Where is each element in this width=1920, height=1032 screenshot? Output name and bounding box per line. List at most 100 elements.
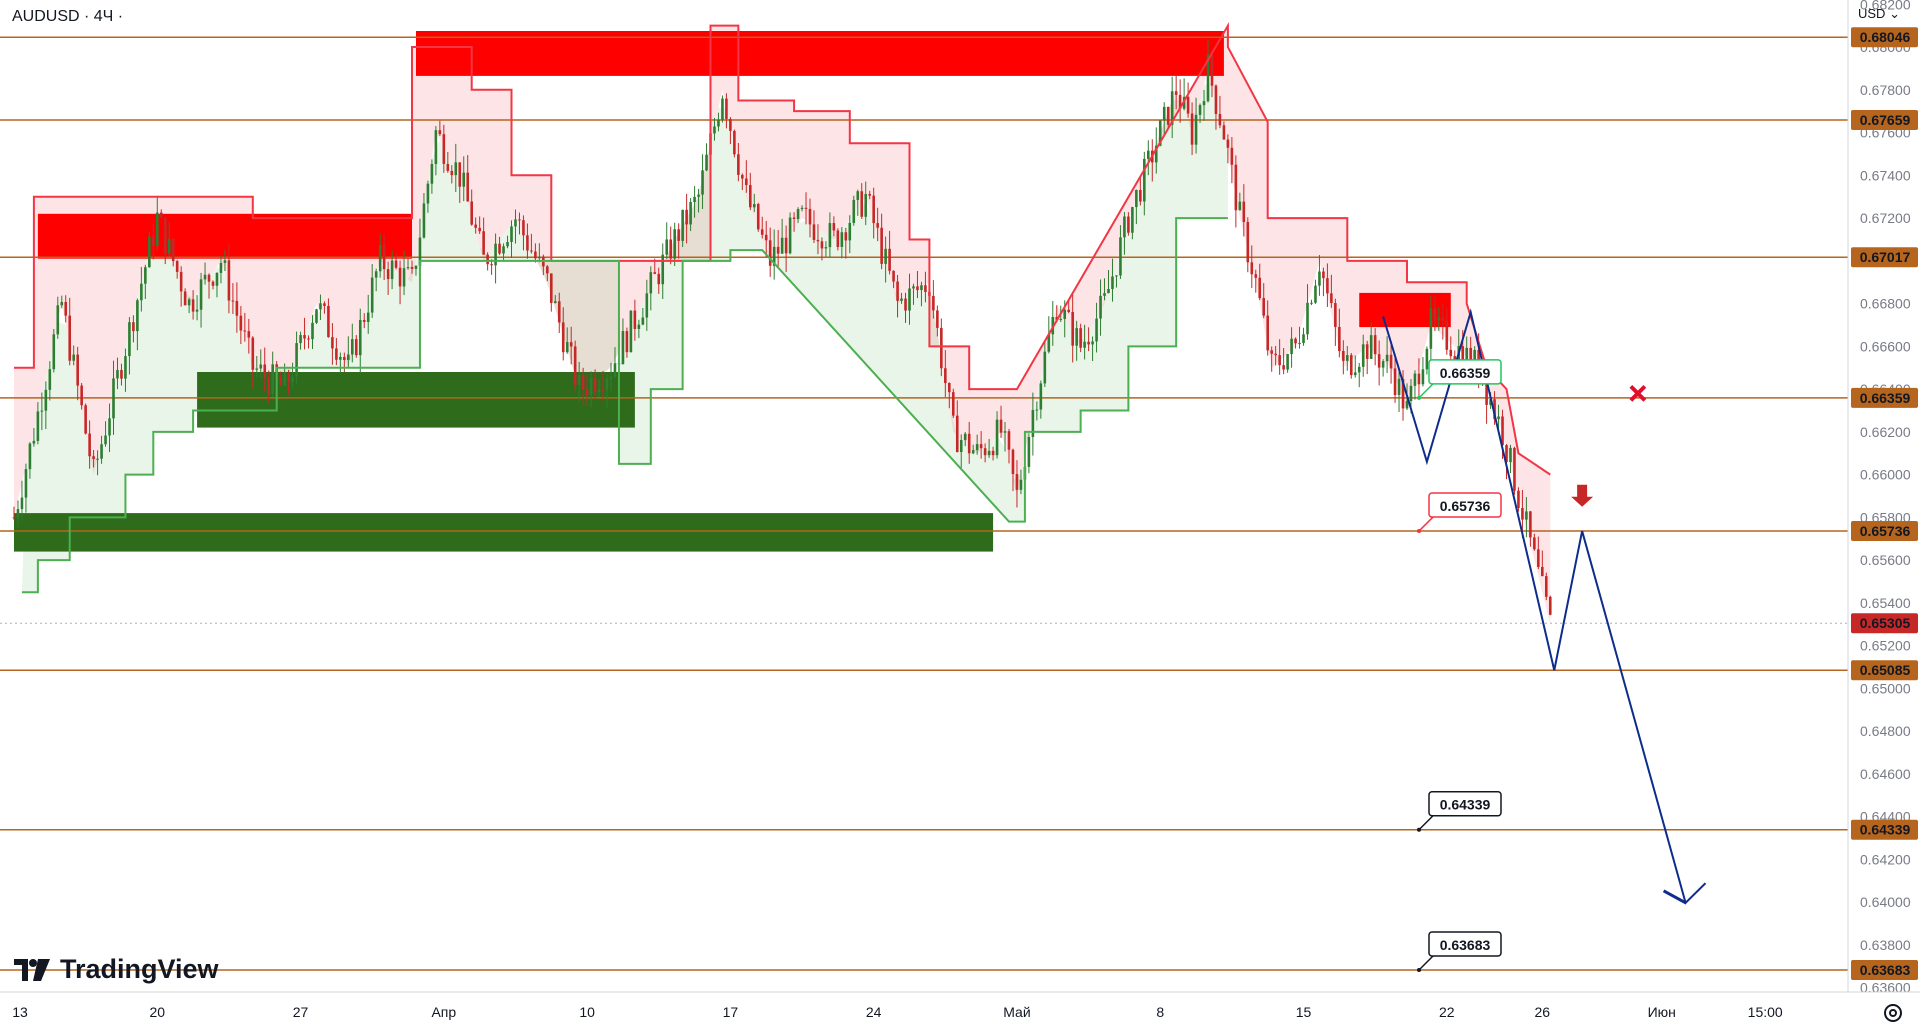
- candle-body: [1063, 309, 1067, 319]
- candle-body: [673, 229, 676, 259]
- candle-body: [327, 305, 330, 338]
- down-arrow-icon: [1571, 484, 1594, 507]
- candle-body: [585, 389, 589, 396]
- candle-body: [1302, 334, 1305, 344]
- candle-body: [243, 330, 247, 332]
- candle-body: [1103, 293, 1106, 296]
- time-tick-label: 26: [1535, 1004, 1551, 1020]
- candle-body: [912, 286, 915, 289]
- candle-body: [1131, 207, 1134, 233]
- candle-body: [271, 364, 274, 394]
- candle-body: [510, 226, 513, 243]
- candle-body: [1493, 399, 1496, 420]
- callout-box-3: [1428, 931, 1502, 957]
- candle-body: [553, 301, 557, 303]
- price-tick-label: 0.64600: [1860, 766, 1911, 782]
- candle-body: [1306, 302, 1309, 335]
- candle-body: [772, 246, 776, 266]
- candle-body: [1469, 347, 1472, 369]
- candle-body: [1059, 318, 1063, 320]
- candle-body: [1533, 537, 1536, 550]
- candle-body: [546, 266, 549, 274]
- candle-body: [1083, 341, 1086, 348]
- candle-body: [625, 331, 629, 353]
- candle-body: [167, 238, 171, 254]
- price-tick-label: 0.68200: [1860, 0, 1911, 12]
- candle-body: [661, 254, 665, 285]
- candle-body: [601, 389, 605, 391]
- candle-body: [530, 250, 533, 252]
- candle-body: [1190, 113, 1194, 145]
- tradingview-logo[interactable]: TradingView: [14, 954, 219, 985]
- candle-body: [438, 130, 442, 135]
- level-badge-label-6: 0.64339: [1860, 822, 1911, 838]
- time-axis[interactable]: [0, 992, 1920, 1032]
- candle-body: [1194, 114, 1198, 145]
- candle-body: [263, 364, 267, 378]
- candle-body: [1135, 189, 1138, 208]
- level-badge-label-5: 0.65085: [1860, 662, 1911, 678]
- candle-body: [382, 245, 386, 270]
- candle-body: [1413, 373, 1417, 386]
- candle-body: [494, 243, 497, 266]
- candle-body: [32, 440, 36, 444]
- candle-body: [56, 305, 60, 335]
- time-tick-label: 22: [1439, 1004, 1455, 1020]
- callout-anchor-2: [1417, 827, 1421, 832]
- candle-body: [884, 248, 887, 264]
- candle-body: [999, 419, 1003, 433]
- candle-body: [605, 379, 609, 391]
- candle-body: [219, 262, 223, 273]
- price-axis[interactable]: [1848, 0, 1920, 1032]
- candle-body: [1071, 312, 1074, 346]
- candle-body: [1015, 474, 1019, 490]
- candle-body: [68, 315, 72, 361]
- candle-body: [390, 260, 394, 280]
- candle-body: [422, 203, 426, 238]
- candle-body: [343, 356, 346, 360]
- candle-body: [199, 279, 203, 310]
- candle-body: [804, 207, 808, 209]
- candle-body: [948, 383, 951, 393]
- symbol-label[interactable]: AUDUSD · 4Ч ·: [12, 8, 124, 25]
- level-badge-label-4: 0.65736: [1860, 523, 1911, 539]
- level-badge-label-0: 0.68046: [1860, 29, 1911, 45]
- candle-body: [24, 469, 28, 498]
- chevron-down-icon: ⌄: [1885, 6, 1900, 21]
- candle-body: [1421, 369, 1425, 385]
- time-tick-label: 13: [12, 1004, 28, 1020]
- candle-body: [1162, 106, 1166, 121]
- candle-body: [633, 310, 637, 329]
- candle-body: [60, 301, 64, 306]
- candle-body: [251, 337, 255, 370]
- candle-body: [223, 260, 227, 263]
- candle-body: [987, 450, 991, 456]
- candle-body: [856, 191, 860, 200]
- candle-body: [1525, 511, 1528, 520]
- candle-body: [1047, 334, 1051, 352]
- gear-icon[interactable]: [1880, 1000, 1906, 1026]
- candle-body: [398, 267, 402, 287]
- candle-body: [959, 440, 963, 453]
- candle-body: [1417, 373, 1421, 385]
- candle-body: [637, 324, 641, 329]
- candle-body: [1369, 335, 1373, 359]
- candle-body: [526, 235, 529, 251]
- candle-body: [836, 230, 840, 247]
- candle-body: [1214, 85, 1218, 114]
- candle-body: [76, 354, 79, 386]
- candle-body: [1513, 447, 1516, 491]
- candle-body: [1238, 201, 1242, 211]
- currency-selector[interactable]: USD ⌄: [1858, 6, 1900, 22]
- candle-body: [936, 310, 939, 328]
- candle-body: [466, 172, 470, 202]
- candle-body: [971, 450, 975, 454]
- candle-body: [1385, 354, 1389, 362]
- candle-body: [482, 231, 485, 255]
- candle-body: [283, 373, 286, 386]
- candle-body: [374, 271, 378, 278]
- candle-body: [339, 356, 342, 360]
- candle-body: [1139, 189, 1142, 202]
- candle-body: [557, 301, 561, 323]
